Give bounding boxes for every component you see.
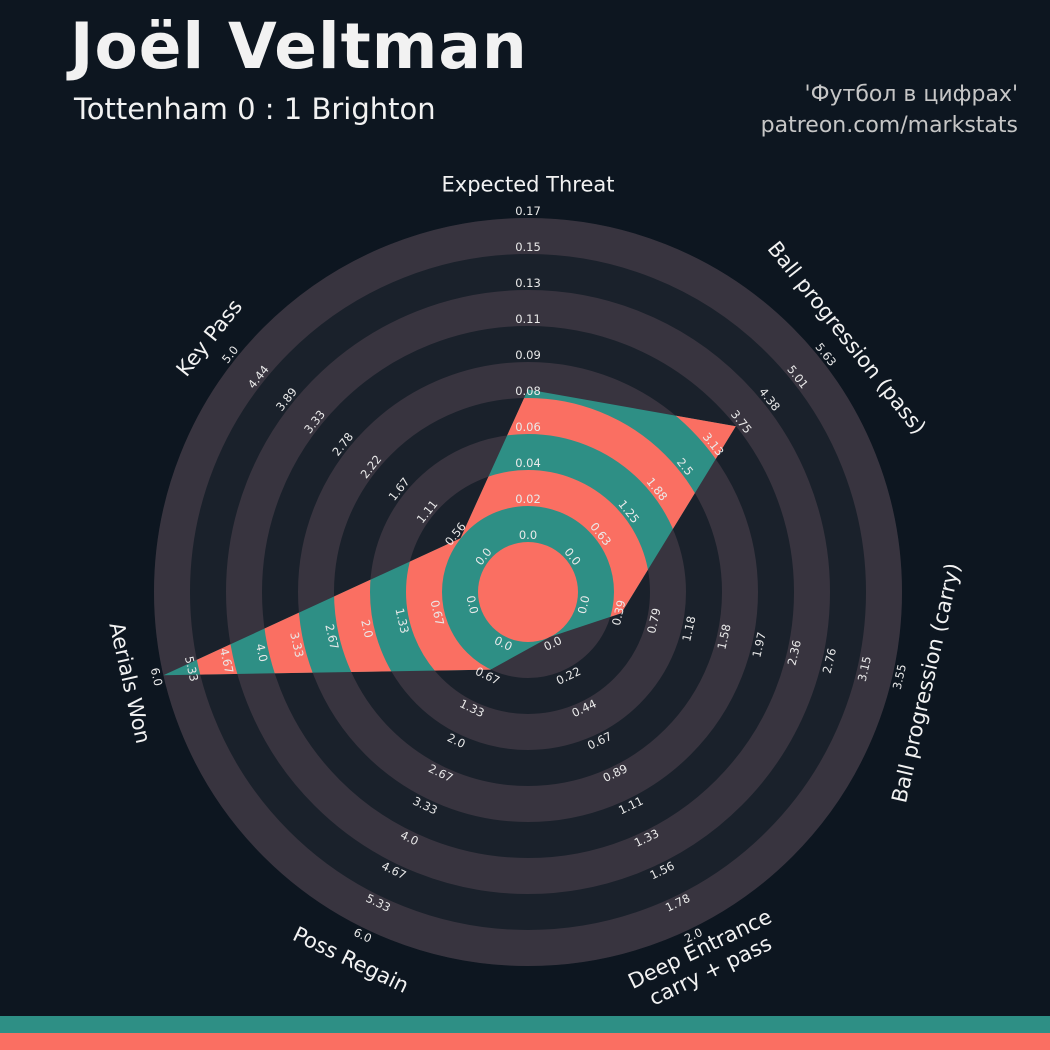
tick-label: 0.11 — [515, 312, 541, 326]
footer-bar-salmon — [0, 1033, 1050, 1050]
radar-center-circle — [478, 542, 578, 642]
tick-label: 0.0 — [519, 528, 537, 542]
tick-label: 3.55 — [890, 663, 909, 691]
tick-label: 0.67 — [428, 599, 447, 627]
ring-band — [298, 362, 758, 822]
credit-patreon-link: patreon.com/markstats — [760, 112, 1018, 138]
tick-label: 0.02 — [515, 492, 541, 506]
tick-label: 0.04 — [515, 456, 541, 470]
ring-band — [154, 218, 902, 966]
tick-label: 3.33 — [287, 631, 306, 659]
tick-label: 1.18 — [679, 615, 698, 643]
tick-label: 2.0 — [358, 618, 376, 639]
footer-bar-teal — [0, 1016, 1050, 1033]
axis-label: Expected Threat — [442, 172, 615, 196]
tick-label: 2.36 — [785, 639, 804, 667]
tick-label: 4.67 — [217, 647, 236, 675]
tick-label: 1.33 — [393, 607, 412, 635]
ring-band — [226, 290, 830, 894]
tick-label: 0.79 — [644, 607, 663, 635]
tick-label: 2.67 — [322, 623, 341, 651]
tick-label: 0.15 — [515, 240, 541, 254]
tick-label: 0.06 — [515, 420, 541, 434]
tick-label: 2.76 — [820, 647, 839, 675]
credit-brand: 'Футбол в цифрах' — [804, 82, 1018, 107]
tick-label: 5.33 — [182, 655, 201, 683]
tick-label: 3.15 — [855, 655, 874, 683]
tick-label: 0.0 — [464, 594, 482, 615]
credits-block: 'Футбол в цифрах' patreon.com/markstats — [761, 80, 1018, 142]
tick-label: 0.13 — [515, 276, 541, 290]
radar-stripe — [406, 470, 650, 676]
radar-polygon — [163, 389, 736, 676]
tick-label: 1.97 — [749, 631, 768, 659]
tick-label: 0.08 — [515, 384, 541, 398]
tick-label: 1.58 — [714, 623, 733, 651]
page-title: Joël Veltman — [70, 10, 528, 83]
tick-label: 6.0 — [148, 666, 166, 687]
tick-label: 0.17 — [515, 204, 541, 218]
tick-label: 0.09 — [515, 348, 541, 362]
tick-label: 4.0 — [253, 642, 271, 663]
tick-label-layer: 0.0 0.02 0.04 0.06 0.08 0.09 0.11 0.13 0.15 0.17 0… — [148, 204, 909, 946]
tick-label: 0.0 — [575, 594, 593, 615]
match-score-subtitle: Tottenham 0 : 1 Brighton — [74, 92, 436, 126]
tick-label: 0.39 — [609, 599, 628, 627]
axis-label: Aerials Won — [104, 620, 155, 746]
